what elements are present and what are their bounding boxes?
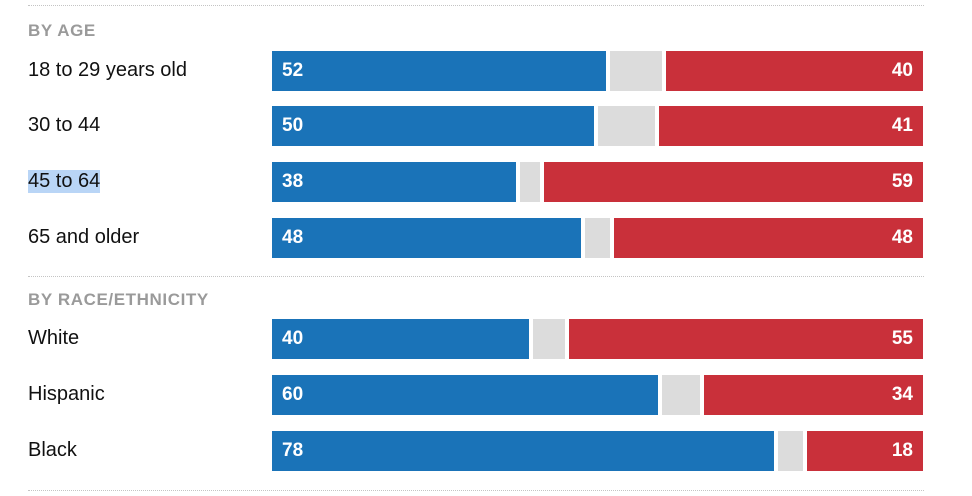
stacked-bar: 38 59	[272, 162, 923, 202]
stacked-bar: 50 41	[272, 106, 923, 146]
bar-segment-right: 55	[569, 319, 923, 359]
stacked-bar: 48 48	[272, 218, 923, 258]
bar-segment-right: 34	[704, 375, 923, 415]
stacked-bar: 60 34	[272, 375, 923, 415]
row-label: 30 to 44	[28, 114, 101, 136]
bar-segment-left: 60	[272, 375, 658, 415]
section-divider	[28, 5, 924, 6]
bar-segment-other	[661, 375, 701, 415]
value-label-right: 34	[891, 384, 913, 405]
section-title: BY AGE	[28, 21, 96, 40]
bar-segment-left: 40	[272, 319, 530, 359]
bar-segment-left: 38	[272, 162, 517, 202]
bar-segment-other	[777, 431, 804, 471]
bar-segment-left: 78	[272, 431, 774, 471]
value-label-left: 60	[282, 384, 304, 405]
value-label-right: 48	[891, 227, 913, 248]
row-label: 45 to 64	[28, 170, 101, 193]
bar-segment-right: 40	[665, 51, 923, 91]
bar-segment-other	[584, 218, 611, 258]
value-label-left: 78	[282, 440, 304, 461]
bar-segment-other	[533, 319, 566, 359]
value-label-right: 41	[891, 115, 913, 136]
stacked-bar: 78 18	[272, 431, 923, 471]
row-label: 18 to 29 years old	[28, 59, 187, 81]
value-label-left: 40	[282, 328, 304, 349]
bar-segment-left: 48	[272, 218, 581, 258]
section-title: BY RACE/ETHNICITY	[28, 290, 209, 309]
stacked-bar: 40 55	[272, 319, 923, 359]
row-label: Black	[28, 439, 77, 461]
bar-segment-left: 52	[272, 51, 607, 91]
bar-segment-other	[597, 106, 656, 146]
value-label-left: 48	[282, 227, 304, 248]
bar-segment-right: 59	[543, 162, 923, 202]
value-label-left: 52	[282, 60, 304, 81]
bar-segment-other	[610, 51, 662, 91]
value-label-left: 38	[282, 171, 304, 192]
bar-segment-left: 50	[272, 106, 594, 146]
bar-segment-right: 18	[807, 431, 923, 471]
value-label-left: 50	[282, 115, 304, 136]
row-label: Hispanic	[28, 383, 105, 405]
row-label: White	[28, 327, 80, 349]
value-label-right: 55	[891, 328, 913, 349]
row-label: 65 and older	[28, 226, 140, 248]
section-divider	[28, 490, 924, 491]
value-label-right: 18	[891, 440, 913, 461]
stacked-bar: 52 40	[272, 51, 923, 91]
value-label-right: 40	[891, 60, 913, 81]
bar-segment-other	[520, 162, 540, 202]
value-label-right: 59	[891, 171, 913, 192]
section-divider	[28, 276, 924, 277]
bar-segment-right: 41	[659, 106, 923, 146]
bar-segment-right: 48	[614, 218, 923, 258]
